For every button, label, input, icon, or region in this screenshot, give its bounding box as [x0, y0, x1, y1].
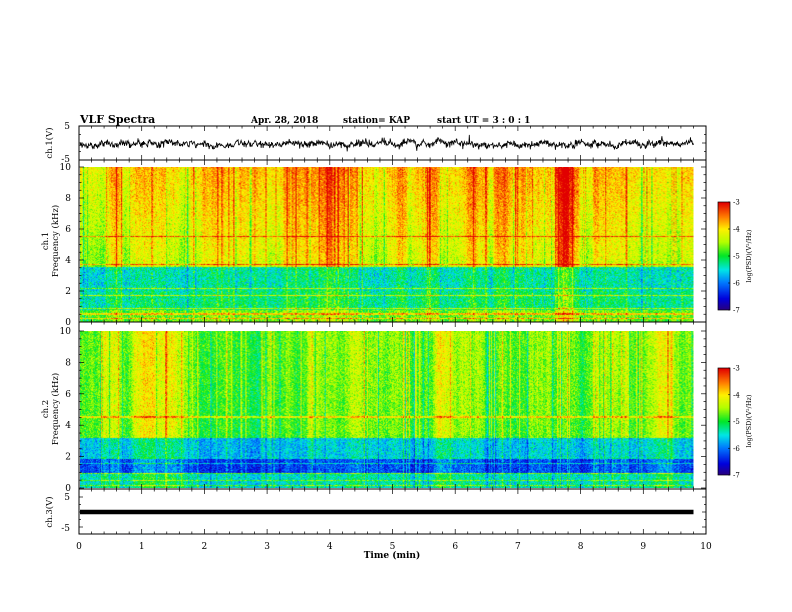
frequency-tick-label: 2 [65, 453, 71, 463]
time-tick-label: 1 [139, 542, 145, 552]
time-axis-ticklabels: 0 1 2 3 4 5 6 7 8 9 10 [76, 542, 712, 552]
ch1-colorbar: -3 -4 -5 -6 -7 log(PSD)(V²/Hz) [717, 199, 753, 315]
time-axis-label: Time (min) [364, 550, 421, 561]
ch2-colorbar-ticks: -3 -4 -5 -6 -7 [728, 365, 740, 480]
ch1-spectrogram-panel: 0 2 4 6 8 10 ch.1 Frequency (kHz) [41, 159, 707, 328]
ch2-spectrogram-heatmap [80, 331, 694, 488]
frequency-tick-label: 4 [65, 256, 71, 266]
time-tick-label: 6 [452, 542, 458, 552]
frequency-tick-label: 10 [60, 163, 72, 173]
frequency-tick-label: 0 [65, 318, 71, 328]
time-tick-label: 0 [76, 542, 82, 552]
colorbar-tick-label: -6 [733, 280, 740, 288]
frequency-tick-label: 10 [60, 327, 72, 337]
ch1-ytick-top: 5 [64, 122, 70, 132]
ch2-colorbar-label: log(PSD)(V²/Hz) [745, 394, 753, 447]
figure-title: VLF Spectra [79, 113, 155, 126]
time-tick-label: 4 [327, 542, 333, 552]
ch2-spectrogram-yticklabels: 0 2 4 6 8 10 [60, 327, 72, 494]
ch1-ytick-bottom: -5 [61, 155, 70, 165]
ch3-ytick-bottom: -5 [61, 524, 70, 534]
colorbar-tick-label: -4 [733, 391, 740, 399]
time-tick-label: 8 [578, 542, 584, 552]
frequency-tick-label: 8 [65, 194, 71, 204]
ch1-colorbar-ticks: -3 -4 -5 -6 -7 [728, 199, 740, 315]
colorbar-tick-label: -5 [733, 253, 740, 261]
ch1-colorbar-gradient [718, 202, 730, 310]
ch1-spectrogram-heatmap [80, 167, 694, 322]
ch1-spectrogram-ylabel-channel: ch.1 [41, 232, 51, 250]
ch2-colorbar-gradient [718, 368, 730, 475]
ch1-colorbar-label: log(PSD)(V²/Hz) [745, 229, 753, 282]
colorbar-tick-label: -3 [733, 365, 740, 373]
colorbar-tick-label: -6 [733, 445, 740, 453]
colorbar-tick-label: -3 [733, 199, 740, 207]
frequency-tick-label: 8 [65, 358, 71, 368]
start-time-label: start UT = 3 : 0 : 1 [437, 116, 530, 126]
ch3-waveform-ylabel: ch.3(V) [44, 496, 55, 527]
ch2-spectrogram-ylabel-frequency: Frequency (kHz) [50, 373, 61, 445]
ch2-spectrogram-ylabel-channel: ch.2 [41, 400, 51, 418]
frequency-tick-label: 6 [65, 225, 71, 235]
ch3-waveform-ticks [78, 489, 707, 534]
time-tick-label: 2 [202, 542, 208, 552]
colorbar-tick-label: -5 [733, 418, 740, 426]
time-tick-label: 10 [700, 542, 712, 552]
frequency-tick-label: 2 [65, 287, 71, 297]
time-tick-label: 9 [640, 542, 646, 552]
date-label: Apr. 28, 2018 [250, 116, 318, 126]
ch3-ytick-top: 5 [64, 493, 70, 503]
ch2-spectrogram-panel: 0 2 4 6 8 10 ch.2 Frequency (kHz) [41, 321, 707, 494]
time-tick-label: 3 [264, 542, 270, 552]
ch2-spectrogram-ticks [78, 322, 707, 489]
frequency-tick-label: 6 [65, 390, 71, 400]
colorbar-tick-label: -7 [733, 472, 740, 480]
frequency-tick-label: 4 [65, 421, 71, 431]
ch1-spectrogram-ylabel-frequency: Frequency (kHz) [50, 205, 61, 277]
ch2-colorbar: -3 -4 -5 -6 -7 log(PSD)(V²/Hz) [717, 365, 753, 480]
colorbar-tick-label: -4 [733, 226, 740, 234]
ch1-waveform-line [79, 134, 694, 152]
frequency-tick-label: 0 [65, 484, 71, 494]
station-label: station= KAP [343, 116, 410, 126]
ch1-waveform-panel: 5 -5 ch.1(V) [44, 122, 707, 165]
time-tick-label: 5 [390, 542, 396, 552]
ch1-waveform-ylabel: ch.1(V) [44, 127, 55, 158]
ch3-waveform-panel: 5 -5 ch.3(V) [44, 488, 707, 535]
ch1-spectrogram-yticklabels: 0 2 4 6 8 10 [60, 163, 72, 328]
colorbar-tick-label: -7 [733, 307, 740, 315]
time-tick-label: 7 [515, 542, 521, 552]
